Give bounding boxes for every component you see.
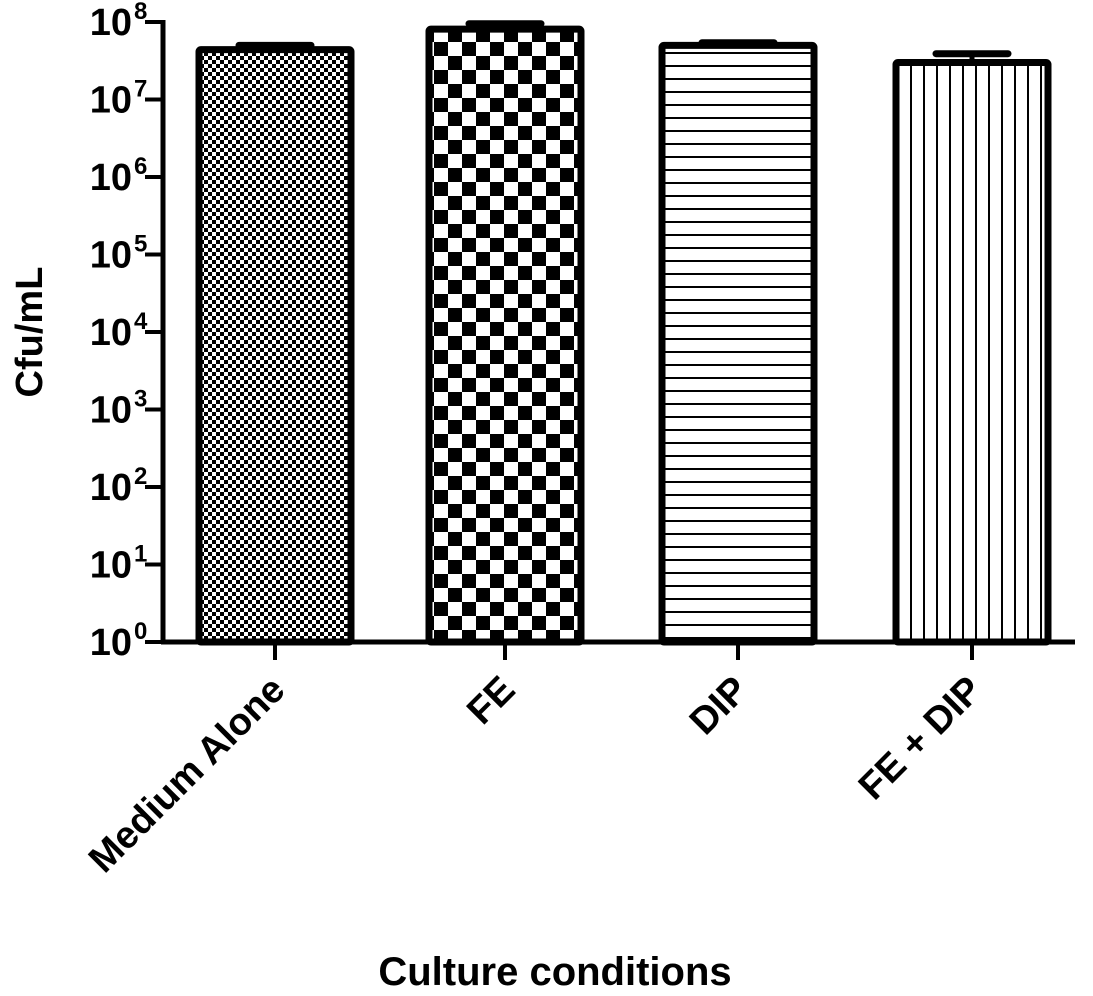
bar-dip: [658, 41, 818, 646]
y-tick-label: 10: [90, 80, 132, 122]
x-tick-label: FE: [459, 669, 523, 733]
y-tick-exponent: 3: [134, 386, 147, 413]
y-tick-exponent: 0: [134, 618, 147, 645]
bars: [195, 20, 1052, 646]
y-tick-exponent: 4: [134, 308, 148, 335]
y-tick-label: 10: [90, 545, 132, 587]
y-tick-label: 10: [90, 467, 132, 509]
y-tick-label: 10: [90, 312, 132, 354]
y-tick-label: 10: [90, 157, 132, 199]
bar-medium-alone: [195, 46, 355, 646]
y-tick-exponent: 1: [134, 541, 147, 568]
y-tick-label: 10: [90, 390, 132, 432]
bar-fe: [425, 25, 585, 646]
x-axis-label: Culture conditions: [378, 950, 731, 991]
y-tick-label: 10: [90, 2, 132, 44]
y-tick-label: 10: [90, 622, 132, 664]
y-axis-label: Cfu/mL: [9, 267, 51, 398]
x-tick-label: Medium Alone: [81, 669, 293, 881]
bar-fe-dip: [892, 59, 1052, 646]
y-tick-exponent: 2: [134, 463, 147, 490]
x-tick-label: DIP: [682, 669, 757, 744]
y-tick-exponent: 6: [134, 153, 147, 180]
x-tick-label: FE + DIP: [851, 669, 990, 808]
y-tick-exponent: 8: [134, 0, 147, 25]
y-tick-label: 10: [90, 235, 132, 277]
y-tick-exponent: 5: [134, 231, 147, 258]
y-tick-exponent: 7: [134, 76, 147, 103]
